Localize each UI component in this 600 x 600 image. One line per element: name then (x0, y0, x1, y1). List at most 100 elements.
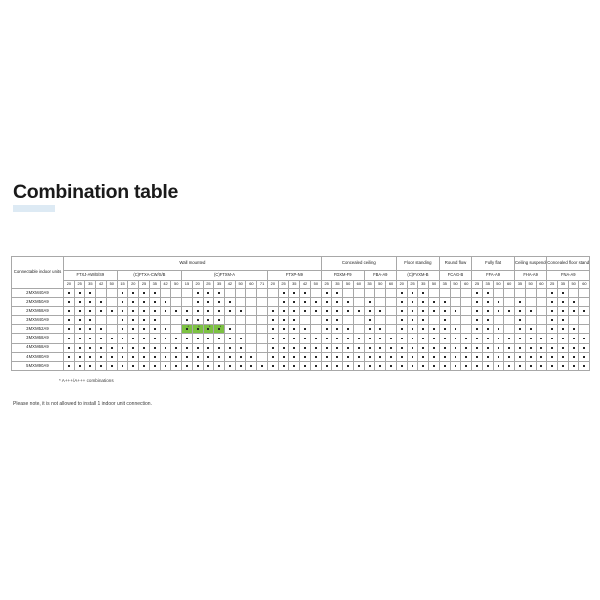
size-header: 20 (63, 280, 75, 289)
combination-cell (557, 333, 569, 344)
size-header: 42 (224, 280, 236, 289)
combination-cell (224, 351, 236, 362)
combination-cell (127, 324, 140, 335)
combination-cell (395, 297, 408, 308)
table-head: Connectable indoor units Wall mounted Con… (11, 256, 591, 289)
combination-cell (374, 315, 387, 326)
combination-cell (363, 360, 376, 371)
combination-cell (309, 315, 322, 326)
combination-cell (191, 360, 204, 371)
combination-cell (170, 287, 183, 299)
combination-cell (342, 315, 354, 326)
combination-cell (73, 297, 86, 308)
combination-cell (342, 287, 354, 299)
combination-cell (492, 315, 505, 326)
combination-cell (202, 333, 215, 344)
size-header: 25 (471, 280, 483, 289)
row-label: 2MXM50A9 (11, 297, 64, 308)
combination-cell (524, 351, 537, 362)
combination-cell (546, 342, 559, 353)
row-label: 4MXM80A9 (11, 351, 64, 362)
combination-cell (234, 315, 247, 326)
combination-cell (342, 324, 354, 335)
combination-cell (374, 287, 387, 299)
combination-cell (535, 297, 548, 308)
combination-cell (277, 351, 290, 362)
combination-cell (288, 342, 301, 353)
combination-cell (105, 333, 118, 344)
combination-cell (438, 342, 451, 353)
combination-cell (352, 351, 365, 362)
combination-cell-highlighted (202, 324, 215, 335)
combination-cell (73, 324, 86, 335)
combination-cell (127, 360, 140, 371)
combination-table: Connectable indoor units Wall mounted Con… (11, 256, 591, 371)
combination-cell (567, 306, 580, 317)
combination-cell (320, 333, 333, 344)
combination-cell (428, 287, 440, 299)
combination-cell (460, 333, 473, 344)
combination-cell (395, 360, 408, 371)
category-header-row: Connectable indoor units Wall mounted Con… (11, 256, 591, 289)
combination-cell (95, 351, 107, 362)
combination-cell (514, 315, 526, 326)
combination-cell (138, 324, 150, 335)
combination-cell (213, 351, 226, 362)
combination-cell (105, 306, 118, 317)
combination-cell (449, 297, 462, 308)
combination-cell (546, 297, 559, 308)
combination-cell (406, 360, 419, 371)
model-header: FTXP-N9 (266, 270, 322, 281)
combination-cell (277, 306, 290, 317)
combination-cell (309, 360, 322, 371)
combination-cell (181, 287, 193, 299)
combination-cell (449, 306, 462, 317)
combination-cell (266, 306, 279, 317)
combination-cell (428, 297, 440, 308)
combination-cell (492, 324, 505, 335)
combination-cell (492, 297, 505, 308)
combination-cell (127, 333, 140, 344)
size-header: 35 (331, 280, 344, 289)
combination-cell (449, 287, 462, 299)
combination-cell (202, 351, 215, 362)
combination-cell (363, 287, 376, 299)
combination-cell (406, 324, 419, 335)
size-header: 20 (266, 280, 279, 289)
combination-cell (277, 297, 290, 308)
combination-cell (245, 297, 258, 308)
combination-cell (234, 333, 247, 344)
combination-cell (503, 351, 516, 362)
combination-cell (309, 287, 322, 299)
size-header: 42 (159, 280, 172, 289)
table-body: 2MXM40A9 2MXM50A9 2MXM68A9 3MXM40A9 3MXM52A9… (11, 287, 591, 371)
combination-cell (309, 333, 322, 344)
size-header: 35 (288, 280, 301, 289)
combination-cell (546, 360, 559, 371)
combination-cell (352, 287, 365, 299)
combination-cell (374, 333, 387, 344)
combination-cell (331, 306, 344, 317)
combination-cell (417, 342, 430, 353)
combination-cell (127, 315, 140, 326)
combination-cell (256, 342, 268, 353)
combination-cell (105, 297, 118, 308)
combination-cell (428, 315, 440, 326)
row-label: 3MXM52A9 (11, 324, 64, 335)
combination-cell (105, 287, 118, 299)
combination-cell (481, 306, 494, 317)
combination-cell (385, 333, 397, 344)
table-row: 4MXM80A9 (11, 351, 591, 362)
category-header: Wall mounted (63, 256, 322, 271)
combination-cell (73, 333, 86, 344)
combination-cell (428, 360, 440, 371)
combination-cell (492, 351, 505, 362)
combination-cell (138, 333, 150, 344)
combination-cell (557, 360, 569, 371)
combination-cell (266, 287, 279, 299)
combination-cell (352, 360, 365, 371)
combination-cell (191, 342, 204, 353)
combination-cell (116, 297, 129, 308)
combination-cell (363, 306, 376, 317)
combination-cell (374, 297, 387, 308)
